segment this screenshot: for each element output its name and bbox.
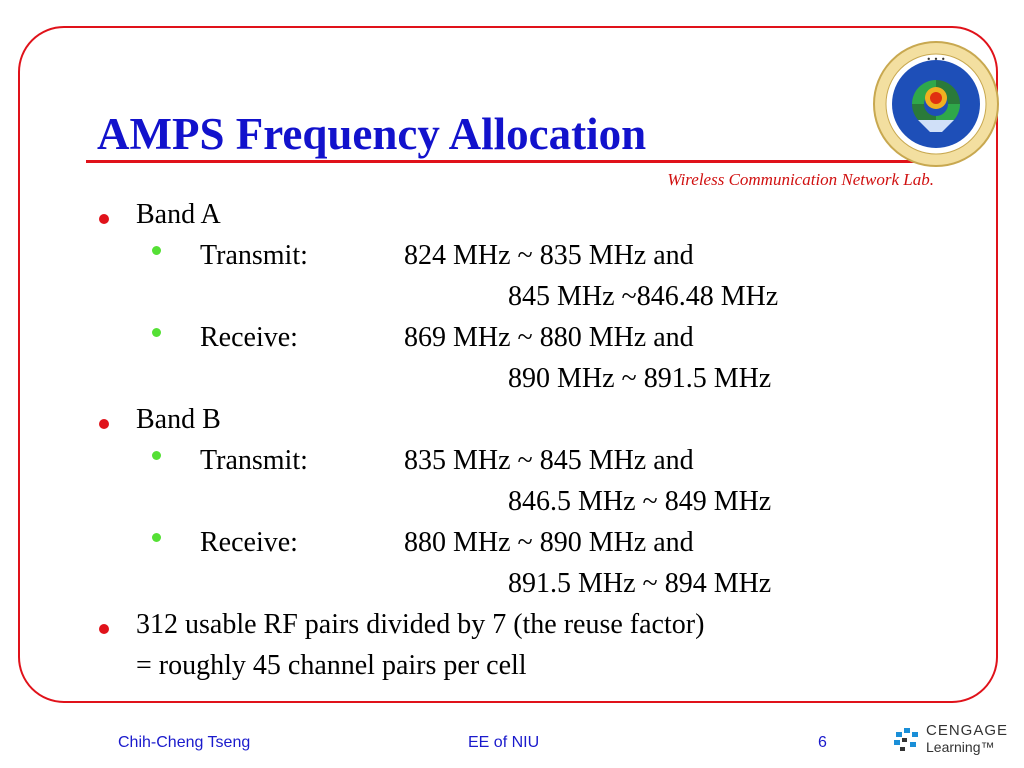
sub-bullet-dot	[152, 533, 161, 542]
bullet-band-b: Band B	[136, 404, 221, 435]
band-a-receive-range-1: 869 MHz ~ 880 MHz and	[404, 322, 694, 353]
slide-title: AMPS Frequency Allocation	[97, 109, 647, 159]
bullet-dot	[99, 624, 109, 634]
svg-text:• • •: • • •	[926, 55, 945, 64]
bullet-rf-pairs: 312 usable RF pairs divided by 7 (the re…	[136, 609, 705, 640]
sub-bullet-dot	[152, 451, 161, 460]
band-b-transmit-label: Transmit:	[200, 445, 308, 476]
publisher-subname: Learning™	[926, 739, 995, 755]
cengage-learning-logo: CENGAGE Learning™	[892, 722, 1012, 758]
band-a-receive-range-2: 890 MHz ~ 891.5 MHz	[508, 363, 772, 394]
title-underline	[86, 160, 951, 163]
band-a-receive-label: Receive:	[200, 322, 298, 353]
lab-label: Wireless Communication Network Lab.	[667, 170, 934, 189]
footer-page-number: 6	[818, 734, 827, 751]
band-b-receive-range-1: 880 MHz ~ 890 MHz and	[404, 527, 694, 558]
band-b-receive-label: Receive:	[200, 527, 298, 558]
band-a-transmit-range-2: 845 MHz ~846.48 MHz	[508, 281, 779, 312]
band-b-receive-range-2: 891.5 MHz ~ 894 MHz	[508, 568, 772, 599]
university-seal-logo: • • •	[873, 41, 999, 167]
band-a-transmit-range-1: 824 MHz ~ 835 MHz and	[404, 240, 694, 271]
bullet-band-a: Band A	[136, 199, 221, 230]
cengage-mark-icon	[894, 728, 918, 751]
band-a-transmit-label: Transmit:	[200, 240, 308, 271]
slide-frame	[18, 26, 998, 703]
publisher-name: CENGAGE	[926, 722, 1009, 739]
sub-bullet-dot	[152, 328, 161, 337]
bullet-rf-pairs-continuation: = roughly 45 channel pairs per cell	[136, 650, 527, 681]
band-b-transmit-range-2: 846.5 MHz ~ 849 MHz	[508, 486, 772, 517]
bullet-dot	[99, 419, 109, 429]
sub-bullet-dot	[152, 246, 161, 255]
band-b-transmit-range-1: 835 MHz ~ 845 MHz and	[404, 445, 694, 476]
bullet-dot	[99, 214, 109, 224]
footer-department: EE of NIU	[468, 734, 540, 751]
footer-author: Chih-Cheng Tseng	[118, 734, 251, 751]
